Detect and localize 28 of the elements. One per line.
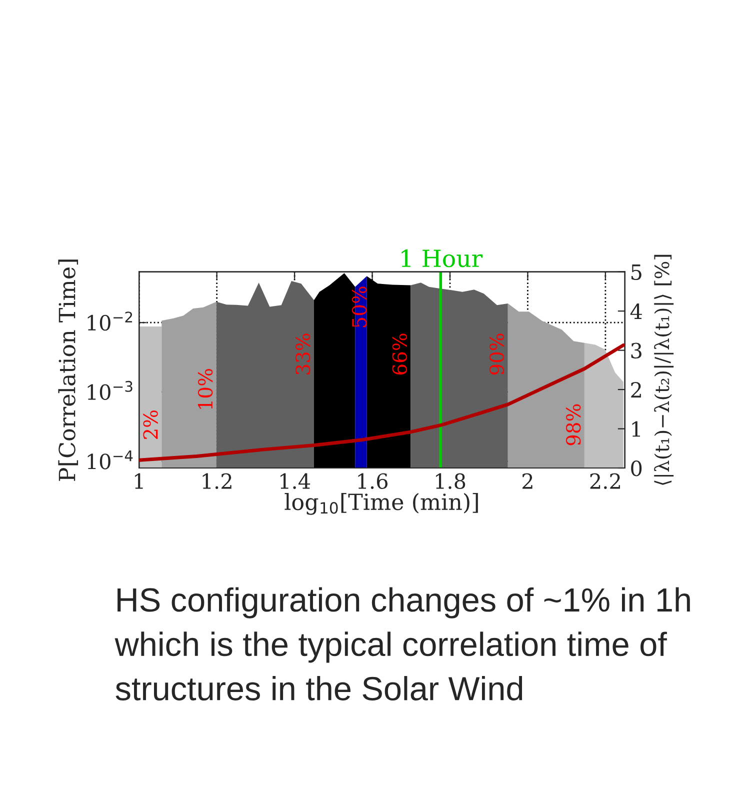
- x-tick-label: 1: [135, 473, 143, 489]
- annotation: 98%: [566, 404, 581, 446]
- x-tick-label: 2.2: [590, 473, 620, 489]
- y2-tick-label: 0: [631, 460, 642, 476]
- annotation: 33%: [296, 334, 310, 374]
- x-axis-title: log$_{10}$[Time (min)]: [284, 493, 478, 515]
- y-tick-label: 10$^{−3}$: [88, 380, 132, 400]
- y2-axis-title: ⟨|λ(t₁)−λ(t₂)|/|λ(t₁)|⟩ [%]: [654, 254, 674, 485]
- x-tick-label: 1.6: [358, 473, 388, 489]
- y2-tick-label: 2: [631, 382, 641, 398]
- y-tick-label: 10$^{−4}$: [88, 450, 133, 470]
- ref-line-label: 1 Hour: [402, 249, 483, 268]
- y2-tick-label: 1: [632, 421, 640, 437]
- y2-tick-label: 3: [631, 342, 642, 359]
- annotation: 90%: [489, 334, 504, 375]
- annotation: 66%: [392, 334, 407, 375]
- y2-tick-label: 4: [630, 304, 642, 319]
- x-tick-label: 1.4: [280, 473, 310, 489]
- x-tick-label: 1.8: [436, 473, 466, 489]
- y-tick-label: 10$^{−2}$: [88, 312, 132, 331]
- x-tick-label: 1.2: [202, 473, 232, 489]
- annotation: 10%: [198, 369, 213, 409]
- x-tick-label: 2: [522, 473, 532, 489]
- annotation: 50%: [352, 286, 367, 328]
- y-axis-title: P[Correlation Time]: [58, 260, 78, 481]
- text: HS configuration changes of ~1% in 1h which is the typical correlation time of structures in the Solar Wind: [114, 587, 690, 701]
- annotation: 2%: [143, 410, 158, 439]
- y2-tick-label: 5: [631, 264, 642, 280]
